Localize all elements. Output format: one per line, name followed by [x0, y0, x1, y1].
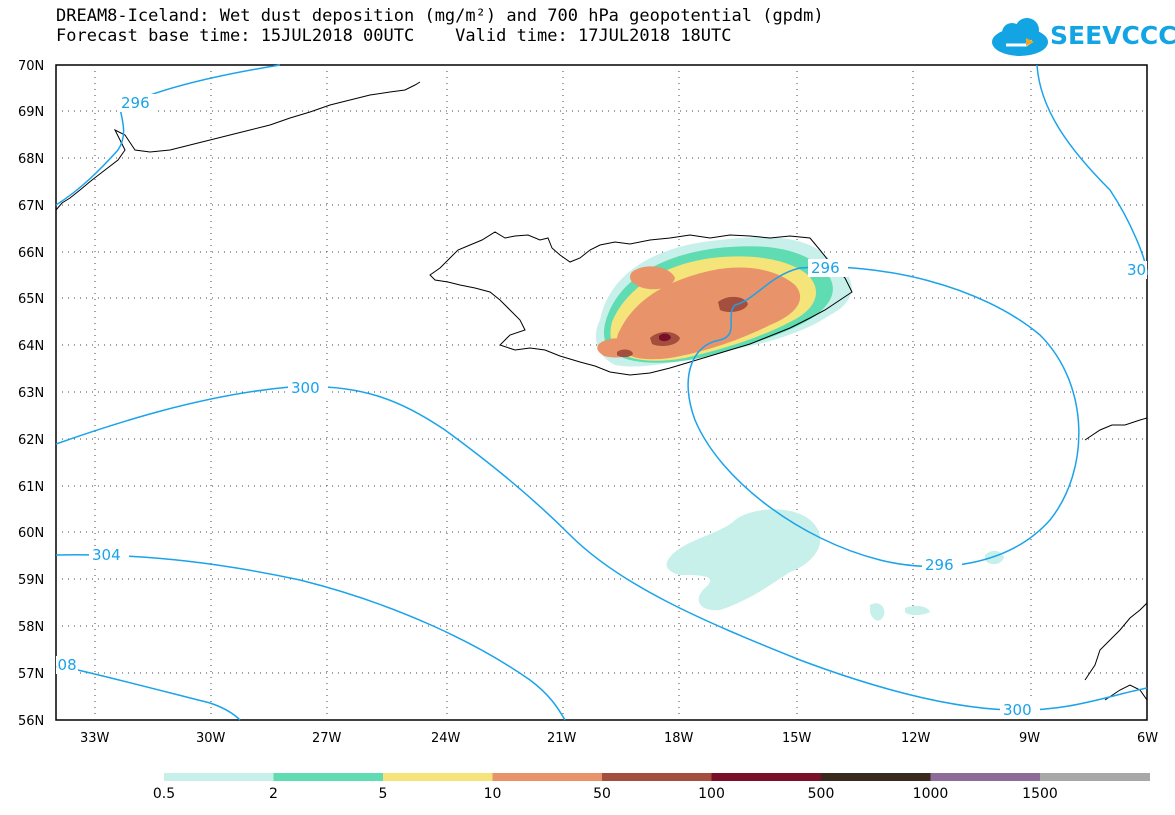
- contour-labels: 296 296 296 300 300 304: [92, 94, 1032, 719]
- lat-label: 68N: [18, 152, 44, 167]
- legend-label: 0.5: [153, 786, 175, 802]
- contour-label: 304: [92, 546, 121, 564]
- lat-label: 56N: [18, 714, 44, 729]
- contour-300-middle: [55, 385, 1148, 711]
- contour-label: 300: [1003, 701, 1032, 719]
- contour-296-east: [1036, 64, 1148, 276]
- legend-swatch: [821, 773, 931, 781]
- legend-swatch: [383, 773, 493, 781]
- legend-swatch: [711, 773, 822, 781]
- contour-label: 308: [48, 656, 77, 674]
- scotland-coast: [1084, 602, 1148, 681]
- lon-label: 6W: [1137, 731, 1158, 746]
- lat-label: 69N: [18, 105, 44, 120]
- scotland-coast-south: [1104, 684, 1148, 701]
- lon-label: 9W: [1019, 731, 1040, 746]
- cloud-icon: [992, 18, 1048, 56]
- coastlines: [55, 81, 1148, 701]
- legend-label: 1500: [1022, 786, 1058, 802]
- contour-label: 300: [291, 379, 320, 397]
- lat-label: 61N: [18, 480, 44, 495]
- contour-label-backgrounds: [56, 94, 1147, 719]
- longitude-labels: 33W 30W 27W 24W 21W 18W 15W 12W 9W 6W: [80, 731, 1158, 746]
- legend-swatch: [273, 773, 384, 781]
- deposition-50c: [617, 349, 633, 358]
- lat-label: 57N: [18, 667, 44, 682]
- lat-label: 60N: [18, 526, 44, 541]
- lon-label: 12W: [901, 731, 931, 746]
- contour-label: 296: [121, 94, 150, 112]
- iceland-coast: [429, 231, 853, 376]
- greenland-coast: [55, 81, 421, 211]
- contour-label: 296: [811, 259, 840, 277]
- lat-label: 70N: [18, 59, 44, 74]
- lat-label: 59N: [18, 573, 44, 588]
- lon-label: 24W: [431, 731, 461, 746]
- legend-label: 5: [379, 786, 388, 802]
- deposition-10b: [630, 266, 675, 290]
- lat-label: 67N: [18, 199, 44, 214]
- latitude-labels: 70N 69N 68N 67N 66N 65N 64N 63N 62N 61N …: [18, 59, 44, 729]
- lat-label: 66N: [18, 246, 44, 261]
- map-frame: [55, 64, 1148, 721]
- map-subtitle: Forecast base time: 15JUL2018 00UTC Vali…: [56, 26, 732, 46]
- contour-296-ellipse: [687, 266, 1080, 568]
- geopotential-contours: [55, 64, 1148, 721]
- legend-swatch: [930, 773, 1041, 781]
- legend-swatch: [164, 773, 274, 781]
- deposition-0.5-spot2: [905, 605, 930, 615]
- contour-304: [55, 554, 566, 721]
- contour-label: 296: [925, 556, 954, 574]
- lon-label: 15W: [782, 731, 812, 746]
- map-title: DREAM8-Iceland: Wet dust deposition (mg/…: [56, 6, 824, 26]
- lat-label: 65N: [18, 292, 44, 307]
- lon-label: 33W: [80, 731, 110, 746]
- deposition-50b: [718, 296, 748, 312]
- contour-label: 300: [1127, 261, 1156, 279]
- legend-label: 50: [593, 786, 611, 802]
- lon-label: 27W: [312, 731, 342, 746]
- legend-swatch: [602, 773, 712, 781]
- contour-308: [55, 664, 241, 721]
- legend-swatch: [1040, 773, 1150, 781]
- legend-label: 100: [698, 786, 725, 802]
- logo-text: SEEVCCC: [1050, 21, 1175, 50]
- norway-coast-north: [1084, 417, 1148, 441]
- legend-label: 2: [269, 786, 278, 802]
- lon-label: 30W: [196, 731, 226, 746]
- lon-label: 18W: [664, 731, 694, 746]
- lon-label: 21W: [547, 731, 577, 746]
- lat-label: 62N: [18, 433, 44, 448]
- legend-swatch: [492, 773, 603, 781]
- lat-label: 63N: [18, 386, 44, 401]
- lat-label: 64N: [18, 339, 44, 354]
- deposition-100: [659, 333, 671, 342]
- legend-label: 10: [484, 786, 502, 802]
- lat-label: 58N: [18, 620, 44, 635]
- legend-label: 1000: [913, 786, 949, 802]
- deposition-0.5-spot1: [870, 603, 885, 621]
- legend-label: 500: [808, 786, 835, 802]
- deposition-0.5-south: [666, 509, 821, 611]
- color-legend: 0.5 2 5 10 50 100 500 1000 1500: [153, 773, 1150, 802]
- contour-296-north: [55, 64, 281, 206]
